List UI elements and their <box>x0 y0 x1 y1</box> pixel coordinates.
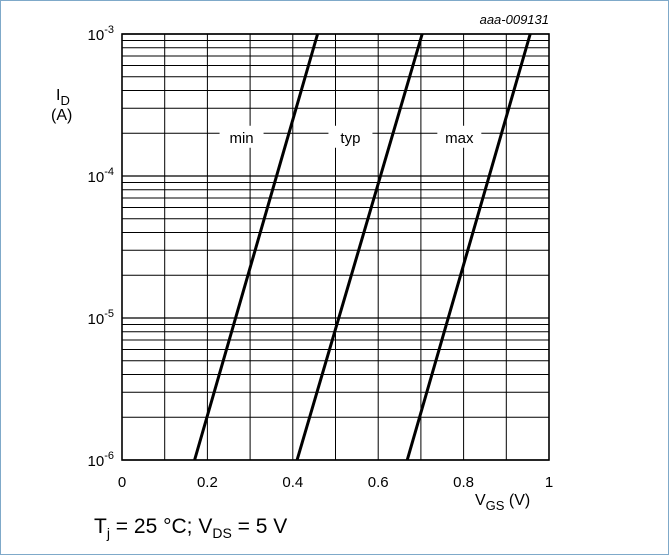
y-tick-label: 10-4 <box>88 166 114 186</box>
series-label-min: min <box>229 130 253 147</box>
annotation-background <box>219 125 264 148</box>
series-label-typ: typ <box>340 130 360 147</box>
svg-text:VGS (V): VGS (V) <box>475 492 530 513</box>
x-tick-label: 1 <box>545 474 553 491</box>
series-group <box>193 33 532 461</box>
x-tick-label: 0 <box>118 474 126 491</box>
y-axis-unit: (A) <box>51 107 72 124</box>
y-tick-label: 10-6 <box>88 450 114 470</box>
series-label-max: max <box>445 130 474 147</box>
cond-v-text: = 5 V <box>231 515 288 538</box>
x-tick-label: 0.8 <box>453 474 474 491</box>
test-conditions: Tj = 25 °C; VDS = 5 V <box>94 515 287 541</box>
x-tick-label: 0.4 <box>282 474 303 491</box>
x-axis-symbol: V <box>475 492 486 509</box>
cond-v-sub: DS <box>212 525 232 541</box>
cond-t-text: = 25 °C; <box>109 515 199 538</box>
series-line-max <box>405 33 532 461</box>
cond-t-sub: j <box>106 525 110 541</box>
y-tick-label: 10-5 <box>88 308 114 328</box>
labels-group: 0 0.2 0.4 0.6 0.8 1 10-6 10-5 10-4 10-3 min typ max <box>88 24 554 491</box>
x-axis-title: VGS (V) <box>475 492 530 513</box>
y-axis-title: ID (A) <box>51 87 72 124</box>
annotation-background <box>437 125 482 148</box>
x-tick-label: 0.2 <box>197 474 218 491</box>
annotation-background <box>328 125 373 148</box>
x-tick-label: 0.6 <box>368 474 389 491</box>
y-axis-subscript: D <box>60 93 69 108</box>
plot-border <box>121 33 550 461</box>
y-tick-label: 10-3 <box>88 24 114 44</box>
series-line-typ <box>295 33 424 461</box>
axes <box>121 33 550 461</box>
svg-text:ID: ID <box>56 87 70 108</box>
x-axis-unit: (V) <box>504 492 530 509</box>
x-axis-subscript: GS <box>486 498 505 513</box>
cond-t-symbol: T <box>94 515 107 538</box>
figure-id: aaa-009131 <box>480 12 549 27</box>
y-axis-symbol: I <box>56 87 60 104</box>
cond-v-symbol: V <box>198 515 213 538</box>
grid-lines <box>122 34 549 460</box>
series-line-min <box>193 33 320 461</box>
